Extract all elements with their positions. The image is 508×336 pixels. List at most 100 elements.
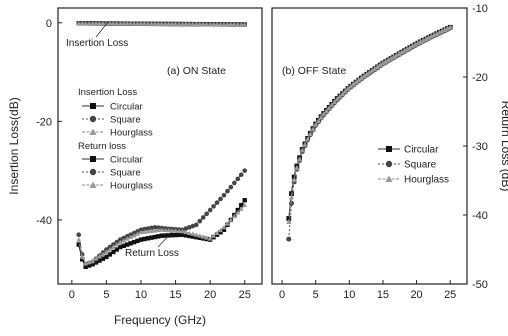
data-point [124, 234, 130, 239]
data-point [186, 230, 192, 235]
data-point [114, 21, 120, 26]
data-point [155, 227, 161, 233]
panel-b: 0 5 10 15 20 25 -10 -20 -30 -40 -50 [279, 3, 488, 301]
y-tick-label: 0 [46, 18, 52, 30]
data-point [83, 260, 89, 266]
x-tick-label: 25 [444, 289, 456, 301]
data-point [152, 228, 158, 233]
y-tick-label: -20 [36, 116, 52, 128]
data-point [142, 236, 147, 242]
y-tick-label: -40 [36, 215, 52, 227]
data-point [366, 69, 373, 75]
data-point [315, 118, 322, 124]
triangle-marker-icon [385, 175, 393, 182]
triangle-marker-icon [89, 181, 97, 188]
x-tick-label: 5 [103, 289, 109, 301]
data-point [214, 21, 220, 27]
data-point [190, 234, 196, 239]
data-point [334, 96, 340, 102]
data-point [128, 21, 134, 26]
data-point [83, 20, 89, 26]
data-point [121, 235, 127, 241]
data-point [242, 168, 248, 173]
data-point [372, 66, 378, 71]
svg-text:Hourglass: Hourglass [110, 181, 153, 192]
data-point [117, 239, 123, 245]
data-point [121, 21, 127, 26]
data-point [286, 236, 292, 242]
circle-marker-icon [385, 160, 393, 168]
data-point [207, 21, 213, 27]
data-point [156, 234, 161, 239]
legend-group-title-return: Return loss [78, 141, 126, 152]
data-point [200, 234, 206, 239]
data-point [302, 141, 308, 147]
data-point [313, 121, 319, 127]
data-point [193, 222, 199, 228]
legend-entry-il-circular: Circular [82, 102, 143, 113]
data-point [124, 21, 130, 26]
svg-text:Hourglass: Hourglass [404, 175, 449, 186]
data-point [420, 37, 426, 43]
data-point [412, 41, 418, 47]
data-point [339, 91, 346, 97]
y-tick-label: -30 [472, 141, 488, 153]
data-point [148, 21, 154, 26]
data-point [442, 27, 448, 33]
annotation-return-loss: Return Loss [125, 248, 179, 259]
data-point [149, 225, 154, 231]
data-point [396, 51, 402, 56]
data-point [415, 40, 421, 46]
svg-text:Square: Square [404, 160, 437, 171]
legend-entry-il-square: Square [82, 115, 141, 126]
square-marker-icon [386, 146, 392, 152]
data-point [135, 231, 140, 236]
data-point [76, 232, 82, 238]
data-point [169, 228, 175, 233]
data-point [100, 256, 106, 261]
series-return-loss-square [76, 168, 248, 267]
data-point [176, 21, 182, 27]
x-tick-label: 10 [343, 289, 355, 301]
data-point [214, 230, 220, 235]
legend-entry-off-circular: Circular [378, 145, 439, 156]
y-tick-label: -40 [472, 210, 488, 222]
data-point [231, 22, 237, 27]
data-point [204, 21, 210, 27]
x-tick-label: 0 [69, 289, 75, 301]
data-point [232, 180, 237, 186]
data-point [388, 55, 394, 61]
legend-panel-a: Insertion Loss Circular Square Hourglass… [78, 87, 153, 192]
data-point [393, 52, 400, 58]
data-point [211, 21, 217, 27]
data-point [190, 231, 196, 236]
data-point [231, 213, 237, 219]
data-point [117, 21, 123, 26]
data-point [131, 239, 137, 245]
data-point [407, 45, 413, 50]
data-point [114, 242, 120, 247]
series-hourglass [286, 24, 453, 225]
data-point [348, 83, 354, 89]
data-point [107, 21, 113, 26]
data-point [426, 35, 432, 40]
legend-panel-b: Circular Square Hourglass [378, 145, 449, 186]
data-point [286, 219, 292, 225]
data-point [238, 172, 244, 178]
data-point [385, 57, 391, 63]
data-point [104, 254, 109, 260]
data-point [145, 21, 151, 26]
data-point [90, 262, 95, 267]
legend-entry-off-hourglass: Hourglass [378, 175, 449, 186]
data-point [162, 233, 168, 238]
data-point [238, 206, 244, 211]
data-point [200, 215, 206, 220]
data-point [299, 147, 305, 153]
data-point [331, 99, 338, 105]
data-point [337, 93, 343, 99]
data-point [207, 207, 213, 213]
data-point [353, 79, 359, 85]
data-point [142, 226, 147, 232]
data-point [235, 176, 241, 182]
